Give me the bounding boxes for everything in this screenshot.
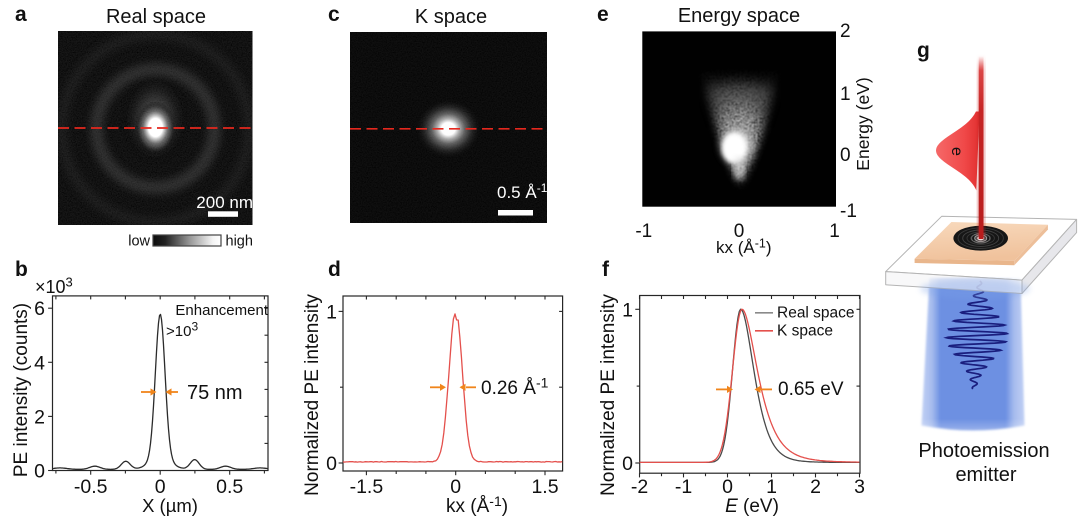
svg-text:PE intensity (counts): PE intensity (counts) bbox=[11, 303, 32, 477]
svg-text:Normalized PE intensity: Normalized PE intensity bbox=[598, 294, 619, 496]
svg-text:-1.5: -1.5 bbox=[350, 476, 384, 498]
svg-text:>103: >103 bbox=[166, 320, 198, 341]
svg-text:low: low bbox=[128, 234, 150, 250]
svg-text:0.65 eV: 0.65 eV bbox=[778, 379, 844, 400]
svg-text:K space: K space bbox=[777, 323, 833, 340]
svg-text:1: 1 bbox=[622, 299, 633, 321]
svg-text:Real space: Real space bbox=[777, 305, 855, 322]
svg-text:-1: -1 bbox=[635, 221, 652, 242]
svg-text:Energy space: Energy space bbox=[678, 5, 800, 27]
svg-text:X (µm): X (µm) bbox=[142, 495, 198, 516]
svg-text:75 nm: 75 nm bbox=[187, 382, 243, 404]
svg-text:1.5: 1.5 bbox=[531, 476, 558, 498]
svg-text:a: a bbox=[15, 3, 27, 26]
svg-text:c: c bbox=[328, 3, 340, 26]
svg-text:0: 0 bbox=[722, 476, 733, 498]
svg-text:2: 2 bbox=[840, 21, 851, 42]
svg-text:4: 4 bbox=[34, 352, 45, 374]
svg-text:e: e bbox=[597, 3, 609, 26]
svg-text:Normalized PE intensity: Normalized PE intensity bbox=[302, 294, 323, 496]
svg-text:0.5 Å-1: 0.5 Å-1 bbox=[497, 181, 548, 202]
svg-text:200 nm: 200 nm bbox=[196, 193, 253, 212]
svg-text:0: 0 bbox=[155, 476, 166, 498]
svg-text:1: 1 bbox=[829, 221, 840, 242]
svg-text:Real space: Real space bbox=[106, 6, 206, 28]
svg-text:e: e bbox=[948, 147, 965, 156]
svg-text:0: 0 bbox=[326, 453, 337, 475]
svg-text:0: 0 bbox=[840, 145, 851, 166]
svg-text:×103: ×103 bbox=[35, 275, 73, 298]
svg-text:g: g bbox=[917, 39, 930, 62]
svg-text:0: 0 bbox=[734, 221, 745, 242]
svg-text:6: 6 bbox=[34, 298, 45, 320]
svg-text:2: 2 bbox=[810, 476, 821, 498]
svg-text:3: 3 bbox=[854, 476, 865, 498]
svg-text:0: 0 bbox=[34, 461, 45, 483]
svg-text:0.26 Å-1: 0.26 Å-1 bbox=[481, 375, 549, 400]
svg-text:-1: -1 bbox=[675, 476, 692, 498]
svg-text:emitter: emitter bbox=[955, 464, 1016, 486]
svg-text:1: 1 bbox=[840, 84, 851, 105]
svg-text:0: 0 bbox=[622, 453, 633, 475]
svg-text:E (eV): E (eV) bbox=[725, 496, 779, 517]
svg-text:-1: -1 bbox=[840, 201, 857, 222]
svg-text:0: 0 bbox=[450, 476, 461, 498]
svg-text:K space: K space bbox=[415, 6, 487, 28]
svg-text:0.5: 0.5 bbox=[216, 476, 243, 498]
svg-text:-2: -2 bbox=[631, 476, 648, 498]
svg-text:2: 2 bbox=[34, 406, 45, 428]
svg-text:f: f bbox=[602, 258, 610, 281]
svg-text:Enhancement: Enhancement bbox=[175, 302, 268, 319]
svg-text:d: d bbox=[328, 258, 341, 281]
svg-text:high: high bbox=[226, 234, 253, 250]
svg-text:Energy (eV): Energy (eV) bbox=[853, 77, 873, 170]
svg-text:-0.5: -0.5 bbox=[74, 476, 108, 498]
svg-text:1: 1 bbox=[766, 476, 777, 498]
svg-text:b: b bbox=[15, 258, 28, 281]
svg-text:1: 1 bbox=[326, 301, 337, 323]
svg-text:Photoemission: Photoemission bbox=[918, 440, 1049, 462]
